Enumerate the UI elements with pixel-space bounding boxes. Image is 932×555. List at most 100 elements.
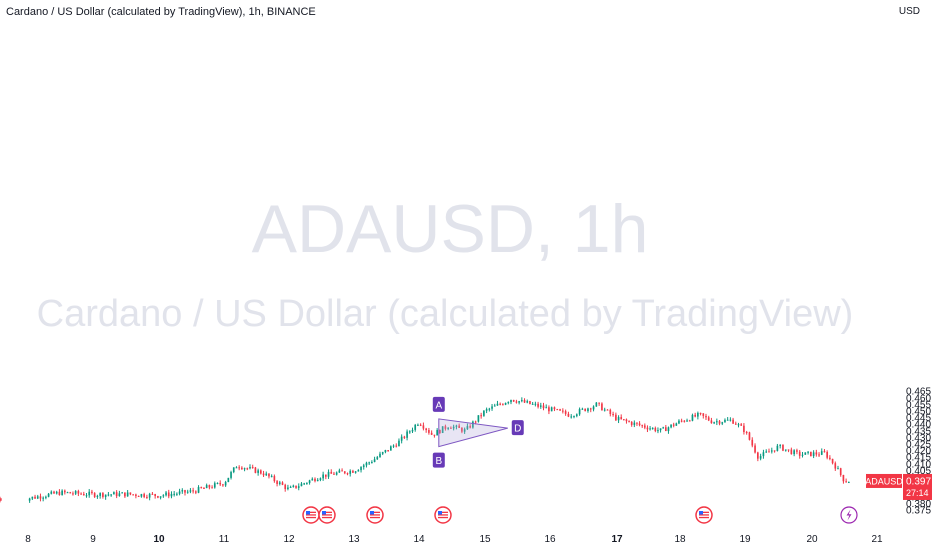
candle-body [592, 406, 595, 410]
candle-body [480, 415, 482, 417]
candle-body [132, 494, 134, 496]
candle-body [151, 493, 154, 495]
flag-canton [306, 511, 310, 515]
candle-body [826, 451, 829, 458]
x-tick-label: 16 [544, 534, 556, 545]
candle-body [430, 432, 433, 435]
candle-body [251, 467, 254, 469]
candle-body [617, 417, 620, 421]
candle-body [246, 468, 249, 470]
candle-body [392, 445, 395, 447]
candle-body [330, 471, 333, 474]
candle-body [651, 427, 654, 429]
candle-body [472, 421, 474, 428]
candle-body [776, 445, 779, 451]
us-flag-icon[interactable] [366, 506, 384, 524]
candle-body [603, 409, 606, 411]
pattern-point-b[interactable]: B [432, 452, 445, 468]
candle-body [628, 421, 630, 423]
candle-body [757, 452, 759, 459]
flag-stripe [438, 511, 448, 513]
price-tag-bg [903, 473, 932, 500]
candle-body [545, 407, 548, 409]
candle-body [606, 409, 609, 411]
x-tick-label: 21 [871, 534, 883, 545]
candle-body [641, 425, 644, 427]
x-tick-label: 19 [739, 534, 751, 545]
flag-stripe [322, 516, 332, 519]
candle-body [485, 409, 488, 411]
candle-body [61, 490, 63, 495]
candle-body [488, 408, 491, 410]
pattern-point-a[interactable]: A [432, 396, 445, 412]
x-tick-label: 18 [674, 534, 686, 545]
candle-body [770, 450, 773, 452]
flag-stripe [699, 514, 709, 516]
candle-body [793, 450, 795, 455]
candle-body [104, 494, 107, 497]
candle-body [211, 487, 213, 489]
candle-body [154, 494, 156, 497]
flag-stripe [370, 511, 380, 513]
candle-body [548, 407, 550, 412]
symbol-tag-bg [866, 473, 902, 488]
candle-body [504, 402, 507, 405]
pattern-point-d[interactable]: D [511, 420, 524, 436]
us-flag-icon[interactable] [318, 506, 336, 524]
candle-body [118, 493, 121, 497]
candle-body [270, 476, 273, 478]
candle-body [417, 424, 419, 426]
candle-body [622, 419, 625, 421]
y-tick-label: 0.445 [906, 413, 931, 424]
candle-body [203, 488, 205, 490]
candle-body [450, 427, 452, 429]
us-flag-icon[interactable] [302, 506, 320, 524]
candle-body [664, 427, 667, 432]
symbol-tag-text: ADAUSD [865, 476, 903, 486]
candle-body [779, 444, 782, 446]
candle-body [601, 403, 603, 411]
candle-body [243, 468, 246, 470]
candle-body [439, 430, 441, 433]
candle-body [53, 491, 55, 494]
flag-canton [699, 511, 703, 515]
flag-stripe [306, 516, 316, 519]
candle-body [718, 421, 721, 424]
candle-body [362, 465, 365, 468]
lightning-icon[interactable] [840, 506, 858, 524]
candle-body [834, 463, 837, 469]
candle-body [818, 454, 820, 456]
candle-body [550, 407, 553, 412]
candle-body [638, 423, 641, 426]
candle-body [729, 419, 732, 421]
candle-body [162, 495, 165, 497]
candle-body [55, 491, 58, 494]
y-tick-label: 0.420 [906, 446, 931, 457]
candle-body [691, 414, 694, 421]
candle-body [815, 452, 818, 455]
candle-body [646, 427, 649, 430]
candle-body [192, 490, 194, 492]
flag-stripe [370, 516, 380, 519]
candle-body [45, 496, 47, 498]
x-tick-label: 15 [479, 534, 491, 545]
candle-body [379, 453, 381, 458]
candle-body [562, 410, 564, 412]
candle-body [512, 399, 515, 402]
candle-body [436, 430, 438, 436]
candle-body [798, 451, 801, 456]
x-tick-label: 12 [283, 534, 295, 545]
candle-body [408, 431, 411, 433]
us-flag-icon[interactable] [695, 506, 713, 524]
us-flag-icon[interactable] [434, 506, 452, 524]
candle-body [381, 452, 384, 454]
triangle-pattern[interactable] [438, 418, 508, 448]
x-tick-label: 10 [153, 534, 165, 545]
flag-canton [438, 511, 442, 515]
candle-body [319, 478, 322, 480]
candle-body [324, 474, 327, 477]
candle-body [584, 408, 587, 412]
